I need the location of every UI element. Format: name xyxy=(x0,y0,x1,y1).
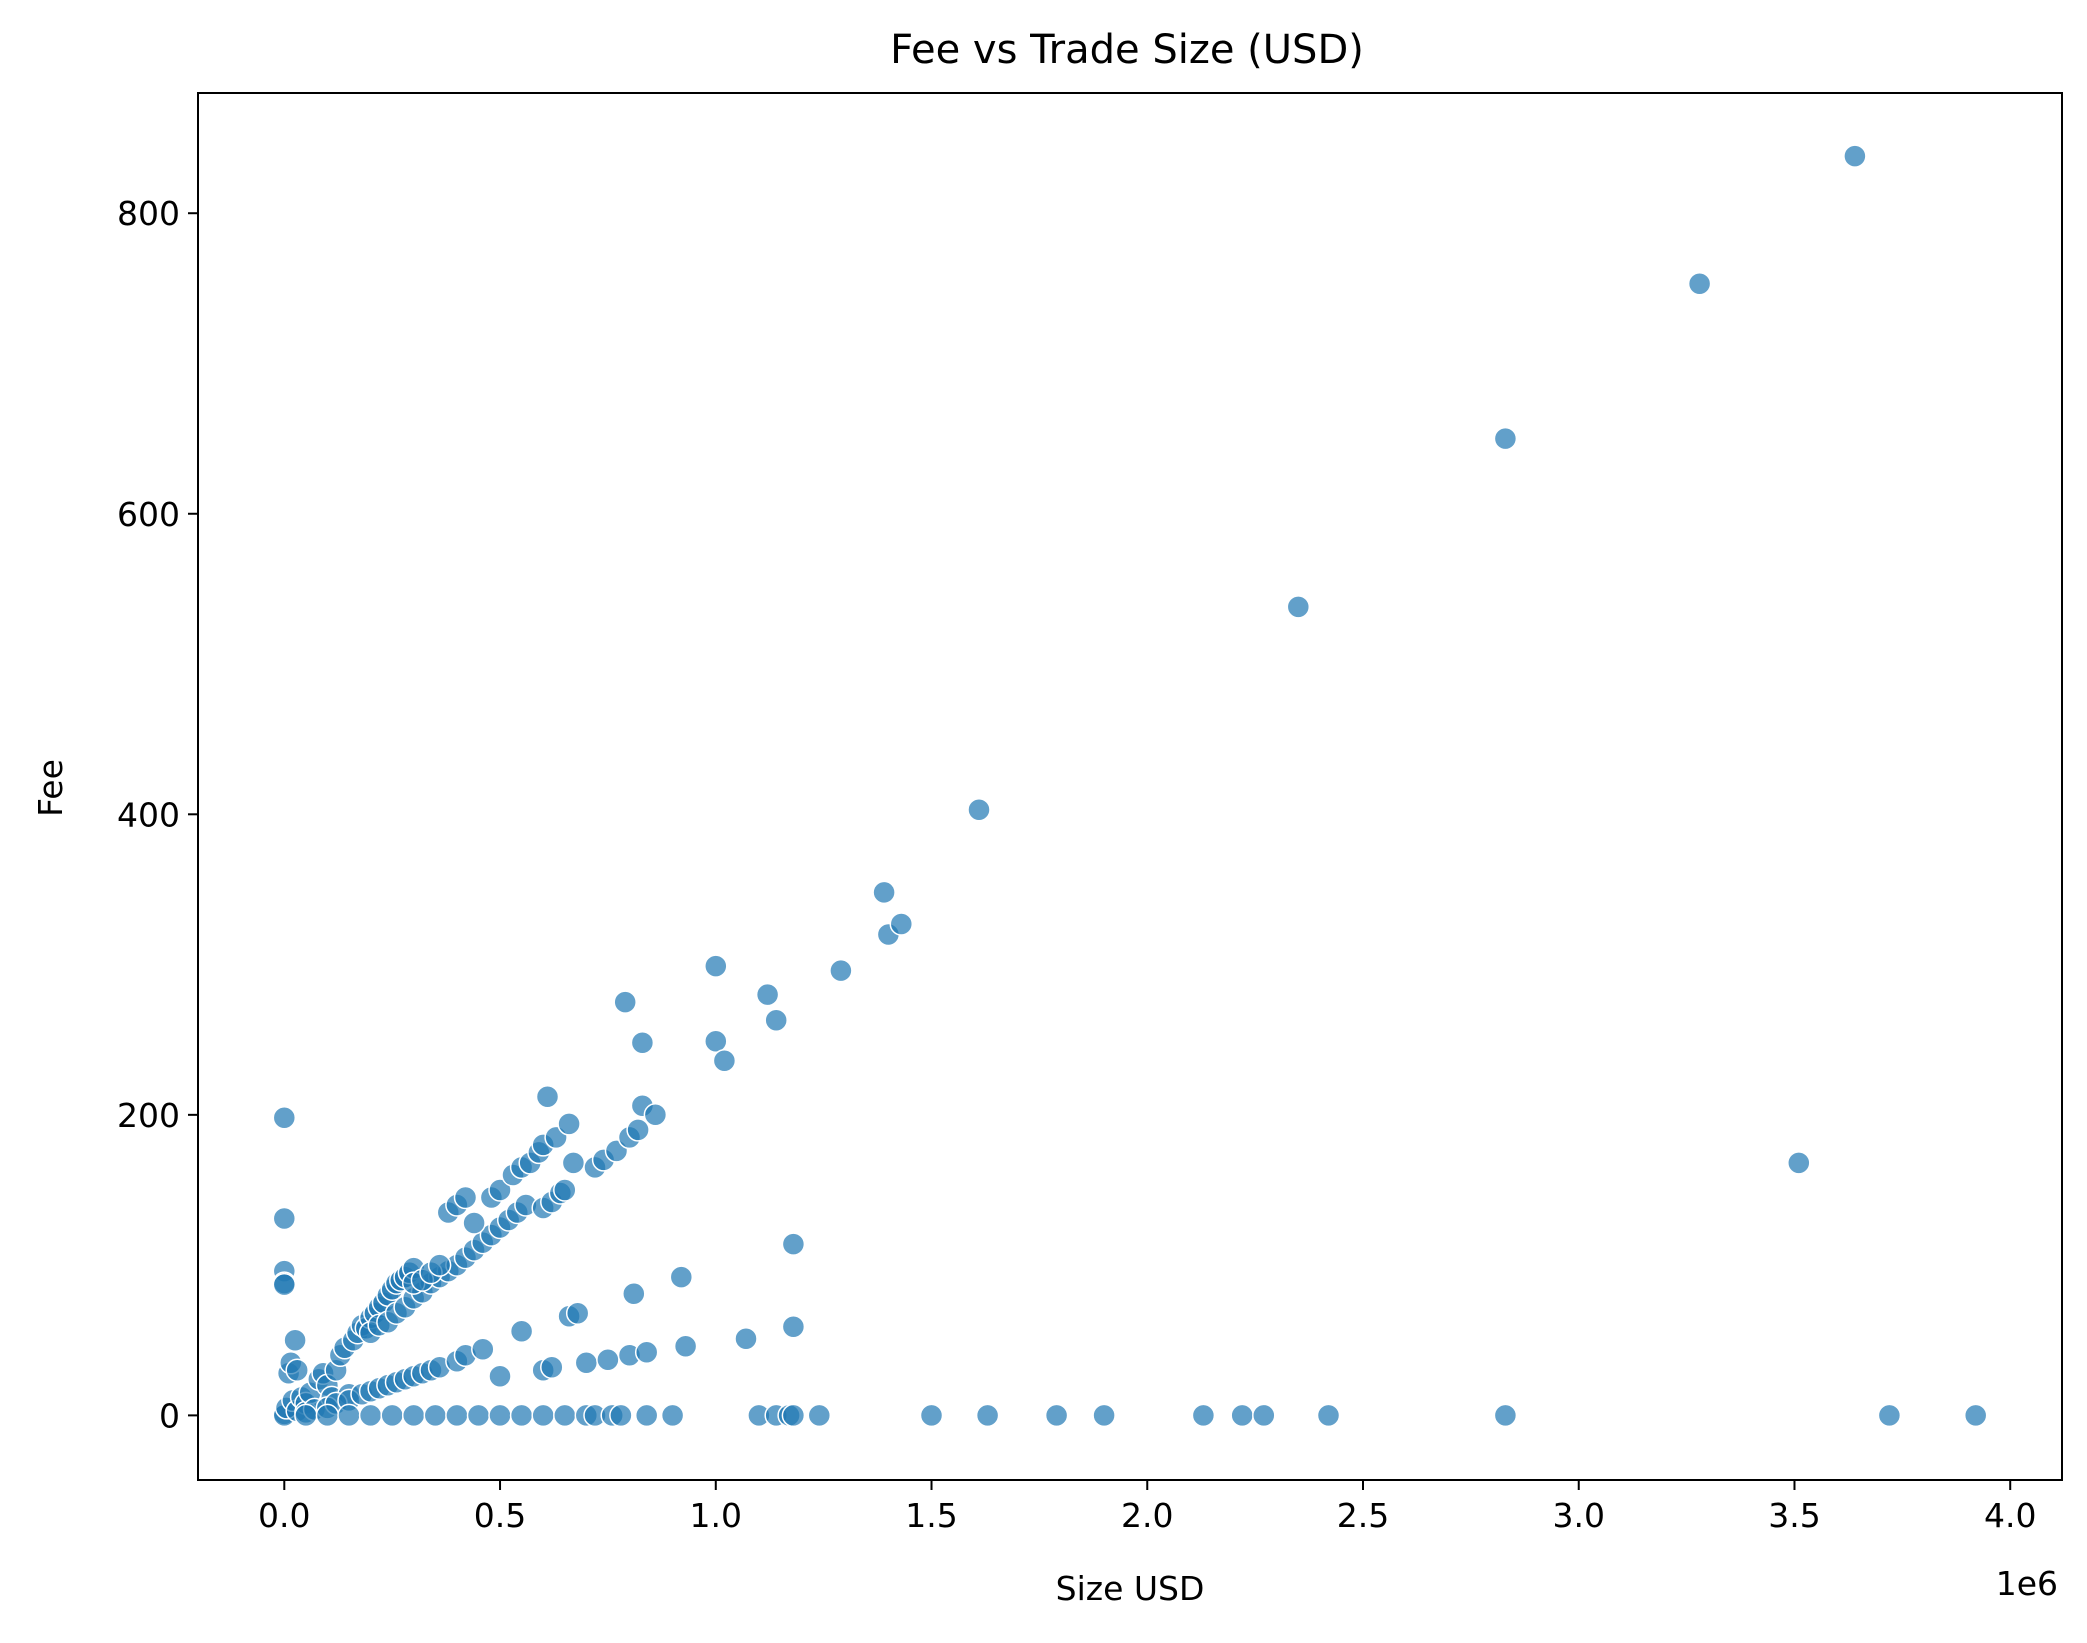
x-axis-label: Size USD xyxy=(1056,1569,1205,1608)
scatter-point xyxy=(553,1403,577,1428)
x-tick-label: 2.0 xyxy=(1121,1496,1173,1535)
x-tick-label: 2.5 xyxy=(1337,1496,1389,1535)
scatter-point xyxy=(673,1334,698,1359)
scatter-point xyxy=(315,1403,340,1428)
scatter-point xyxy=(1230,1403,1254,1428)
scatter-point xyxy=(509,1319,534,1343)
scatter-point xyxy=(574,1351,599,1375)
scatter-point xyxy=(1286,595,1311,619)
scatter-point xyxy=(755,982,780,1007)
scatter-point xyxy=(540,1355,564,1380)
x-tick-label: 0.5 xyxy=(474,1496,526,1535)
scatter-point xyxy=(626,1118,650,1142)
scatter-point xyxy=(272,1272,297,1297)
scatter-point xyxy=(919,1403,944,1428)
scatter-point xyxy=(453,1185,478,1210)
scatter-point xyxy=(1843,144,1867,168)
scatter-point xyxy=(557,1112,581,1136)
scatter-point xyxy=(337,1403,361,1428)
scatter-point xyxy=(445,1403,469,1428)
scatter-point xyxy=(358,1403,383,1428)
scatter-point xyxy=(1252,1403,1276,1428)
scatter-point xyxy=(488,1178,512,1202)
scatter-point xyxy=(471,1337,495,1362)
points-layer xyxy=(272,144,1988,1428)
x-tick-label: 3.5 xyxy=(1768,1496,1820,1535)
scatter-point xyxy=(630,1030,655,1055)
scatter-point xyxy=(427,1253,452,1277)
scatter-point xyxy=(643,1103,668,1127)
scatter-point xyxy=(380,1403,404,1428)
y-axis-ticks: 0 200 400 600 800 xyxy=(117,194,198,1435)
scatter-point xyxy=(967,798,991,822)
scatter-point xyxy=(704,954,728,978)
scatter-point xyxy=(466,1403,491,1428)
scatter-point xyxy=(1787,1151,1811,1175)
y-tick-label: 200 xyxy=(117,1096,180,1135)
scatter-point xyxy=(764,1008,788,1032)
scatter-point xyxy=(660,1403,685,1428)
scatter-point xyxy=(272,1106,297,1130)
scatter-point xyxy=(553,1178,577,1202)
scatter-point xyxy=(634,1403,659,1428)
scatter-point xyxy=(285,1358,309,1383)
scatter-point xyxy=(488,1403,512,1428)
scatter-point xyxy=(889,912,914,936)
scatter-point xyxy=(609,1403,633,1428)
y-axis-label: Fee xyxy=(31,759,70,817)
scatter-point xyxy=(596,1348,620,1372)
scatter-point xyxy=(509,1403,534,1428)
scatter-point xyxy=(634,1340,659,1365)
x-axis-ticks: 0.0 0.5 1.0 1.5 2.0 2.5 3.0 3.5 4.0 xyxy=(258,1480,2036,1535)
scatter-point xyxy=(535,1085,560,1109)
scatter-point xyxy=(272,1206,297,1231)
scatter-point xyxy=(1191,1403,1216,1428)
scatter-point xyxy=(561,1151,586,1175)
scatter-point xyxy=(1687,272,1712,296)
scatter-point xyxy=(781,1232,806,1256)
y-tick-label: 400 xyxy=(117,795,180,834)
x-tick-label: 1.5 xyxy=(905,1496,957,1535)
scatter-point xyxy=(1963,1403,1988,1428)
x-tick-label: 1.0 xyxy=(690,1496,742,1535)
scatter-point xyxy=(283,1328,307,1352)
scatter-point xyxy=(712,1048,737,1073)
scatter-point xyxy=(294,1403,318,1428)
chart-title: Fee vs Trade Size (USD) xyxy=(890,27,1364,73)
x-axis-offset-label: 1e6 xyxy=(1996,1564,2058,1603)
scatter-point xyxy=(734,1326,758,1351)
y-tick-label: 800 xyxy=(117,194,180,233)
scatter-point xyxy=(1044,1403,1069,1428)
x-tick-label: 4.0 xyxy=(1984,1496,2036,1535)
scatter-point xyxy=(807,1403,832,1428)
scatter-point xyxy=(401,1403,426,1428)
scatter-point xyxy=(565,1301,590,1325)
scatter-point xyxy=(488,1364,512,1389)
scatter-point xyxy=(669,1265,694,1289)
scatter-point xyxy=(1493,1403,1518,1428)
scatter-point xyxy=(781,1403,806,1428)
scatter-point xyxy=(613,990,637,1014)
x-tick-label: 3.0 xyxy=(1552,1496,1604,1535)
plot-frame xyxy=(197,92,2063,1481)
scatter-point xyxy=(622,1281,646,1306)
y-tick-label: 0 xyxy=(159,1396,180,1435)
scatter-point xyxy=(781,1314,806,1339)
scatter-point xyxy=(1092,1403,1116,1428)
scatter-point xyxy=(1493,426,1518,451)
scatter-point xyxy=(462,1211,486,1235)
scatter-point xyxy=(975,1403,1000,1428)
scatter-point xyxy=(531,1403,555,1428)
x-tick-label: 0.0 xyxy=(258,1496,310,1535)
scatter-point xyxy=(423,1403,448,1428)
scatter-point xyxy=(829,958,853,983)
scatter-point xyxy=(872,880,896,905)
scatter-point xyxy=(704,1029,728,1053)
scatter-point xyxy=(1316,1403,1341,1428)
y-tick-label: 600 xyxy=(117,495,180,534)
scatter-point xyxy=(1877,1403,1902,1428)
